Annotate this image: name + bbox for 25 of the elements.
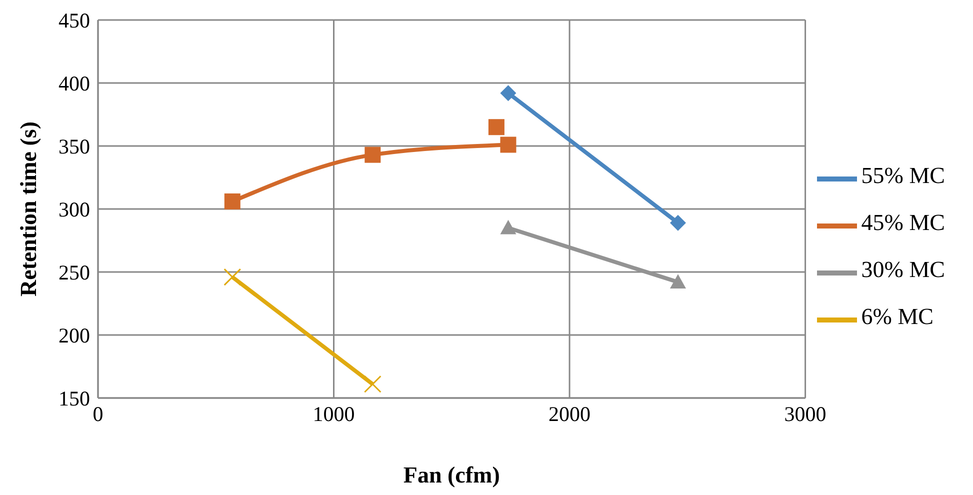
y-tick-label: 350: [58, 134, 90, 158]
y-tick-label: 250: [58, 260, 90, 284]
x-axis-title: Fan (cfm): [403, 462, 500, 488]
point: [670, 214, 686, 231]
legend-label: 55% MC: [861, 163, 945, 188]
point: [364, 146, 381, 163]
legend-label: 30% MC: [861, 257, 945, 282]
x-tick-label: 1000: [312, 402, 355, 426]
legend-label: 45% MC: [861, 210, 945, 235]
point: [500, 136, 516, 153]
y-tick-label: 450: [58, 8, 90, 32]
point: [488, 119, 504, 136]
point: [224, 268, 242, 286]
point: [224, 193, 240, 210]
point: [364, 375, 382, 393]
legend-label: 6% MC: [861, 304, 934, 329]
y-tick-label: 150: [58, 386, 90, 410]
y-tick-label: 300: [58, 197, 90, 222]
y-axis-title: Retention time (s): [16, 121, 42, 297]
y-tick-label: 400: [58, 71, 90, 96]
point: [500, 85, 516, 102]
x-tick-label: 2000: [548, 402, 591, 426]
x-tick-label: 0: [92, 402, 104, 426]
x-tick-label: 3000: [784, 402, 826, 426]
y-tick-label: 200: [58, 323, 90, 348]
